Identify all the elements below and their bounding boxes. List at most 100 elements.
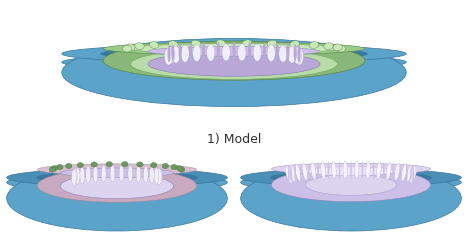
Ellipse shape bbox=[395, 163, 400, 180]
Ellipse shape bbox=[290, 165, 292, 182]
Ellipse shape bbox=[149, 42, 159, 48]
Ellipse shape bbox=[300, 163, 302, 181]
Ellipse shape bbox=[51, 166, 58, 171]
Ellipse shape bbox=[311, 162, 316, 180]
Ellipse shape bbox=[354, 161, 359, 179]
Ellipse shape bbox=[49, 167, 56, 172]
Ellipse shape bbox=[279, 45, 287, 62]
Ellipse shape bbox=[101, 46, 367, 61]
Text: 1) Model: 1) Model bbox=[207, 133, 261, 146]
Ellipse shape bbox=[66, 164, 72, 168]
Ellipse shape bbox=[271, 168, 431, 202]
Ellipse shape bbox=[37, 164, 197, 175]
Ellipse shape bbox=[233, 42, 235, 59]
Ellipse shape bbox=[290, 41, 300, 48]
Ellipse shape bbox=[37, 171, 198, 184]
Ellipse shape bbox=[410, 165, 412, 182]
Ellipse shape bbox=[293, 47, 302, 64]
Ellipse shape bbox=[406, 164, 408, 182]
Ellipse shape bbox=[158, 169, 162, 186]
Ellipse shape bbox=[295, 48, 304, 65]
Ellipse shape bbox=[171, 164, 177, 170]
Ellipse shape bbox=[286, 43, 289, 60]
Ellipse shape bbox=[263, 42, 266, 59]
Ellipse shape bbox=[131, 44, 337, 54]
Ellipse shape bbox=[362, 161, 363, 179]
Ellipse shape bbox=[110, 165, 115, 182]
Ellipse shape bbox=[383, 162, 385, 180]
Ellipse shape bbox=[248, 42, 251, 59]
Ellipse shape bbox=[298, 45, 300, 62]
Ellipse shape bbox=[62, 38, 406, 106]
Ellipse shape bbox=[241, 173, 461, 192]
Ellipse shape bbox=[149, 167, 154, 184]
Ellipse shape bbox=[386, 162, 391, 180]
Ellipse shape bbox=[119, 165, 124, 182]
Ellipse shape bbox=[171, 44, 175, 61]
Ellipse shape bbox=[295, 164, 301, 181]
Ellipse shape bbox=[37, 169, 197, 202]
Ellipse shape bbox=[125, 44, 135, 51]
Ellipse shape bbox=[339, 161, 340, 179]
Ellipse shape bbox=[103, 42, 365, 55]
Ellipse shape bbox=[86, 166, 90, 183]
Ellipse shape bbox=[75, 168, 80, 184]
Ellipse shape bbox=[222, 44, 230, 61]
Ellipse shape bbox=[123, 45, 132, 52]
Ellipse shape bbox=[148, 52, 320, 76]
Ellipse shape bbox=[238, 44, 246, 61]
Ellipse shape bbox=[366, 162, 370, 179]
Ellipse shape bbox=[202, 42, 205, 59]
Ellipse shape bbox=[148, 46, 320, 56]
Ellipse shape bbox=[60, 168, 174, 177]
Ellipse shape bbox=[333, 44, 343, 51]
Ellipse shape bbox=[288, 46, 296, 63]
Ellipse shape bbox=[409, 166, 416, 183]
Ellipse shape bbox=[288, 166, 290, 184]
Ellipse shape bbox=[103, 41, 365, 80]
Ellipse shape bbox=[309, 42, 319, 48]
Ellipse shape bbox=[168, 41, 178, 48]
Ellipse shape bbox=[216, 40, 226, 46]
Ellipse shape bbox=[150, 162, 157, 168]
Ellipse shape bbox=[128, 165, 132, 182]
Ellipse shape bbox=[60, 174, 174, 199]
Ellipse shape bbox=[343, 161, 348, 179]
Ellipse shape bbox=[305, 167, 397, 176]
Ellipse shape bbox=[392, 162, 394, 180]
Ellipse shape bbox=[332, 162, 336, 179]
Ellipse shape bbox=[410, 166, 417, 184]
Ellipse shape bbox=[7, 169, 227, 186]
Ellipse shape bbox=[373, 162, 374, 179]
Ellipse shape bbox=[241, 166, 461, 231]
Ellipse shape bbox=[157, 168, 161, 185]
Ellipse shape bbox=[217, 42, 220, 59]
Ellipse shape bbox=[267, 44, 275, 62]
Ellipse shape bbox=[308, 162, 310, 180]
Ellipse shape bbox=[144, 166, 148, 183]
Ellipse shape bbox=[271, 171, 432, 184]
Ellipse shape bbox=[400, 163, 402, 181]
Ellipse shape bbox=[176, 166, 183, 171]
Ellipse shape bbox=[305, 174, 397, 195]
Ellipse shape bbox=[412, 166, 414, 184]
Ellipse shape bbox=[136, 166, 141, 182]
Ellipse shape bbox=[106, 162, 112, 167]
Ellipse shape bbox=[350, 161, 352, 179]
Ellipse shape bbox=[191, 40, 201, 47]
Ellipse shape bbox=[181, 45, 189, 62]
Ellipse shape bbox=[253, 44, 261, 61]
Ellipse shape bbox=[57, 164, 63, 170]
Ellipse shape bbox=[321, 162, 326, 179]
Ellipse shape bbox=[62, 44, 406, 63]
Ellipse shape bbox=[91, 162, 97, 167]
Ellipse shape bbox=[168, 45, 170, 62]
Ellipse shape bbox=[324, 43, 333, 50]
Ellipse shape bbox=[207, 44, 215, 61]
Ellipse shape bbox=[290, 164, 296, 182]
Ellipse shape bbox=[80, 167, 85, 184]
Ellipse shape bbox=[271, 163, 431, 175]
Ellipse shape bbox=[172, 46, 180, 63]
Ellipse shape bbox=[193, 44, 201, 62]
Ellipse shape bbox=[293, 44, 297, 61]
